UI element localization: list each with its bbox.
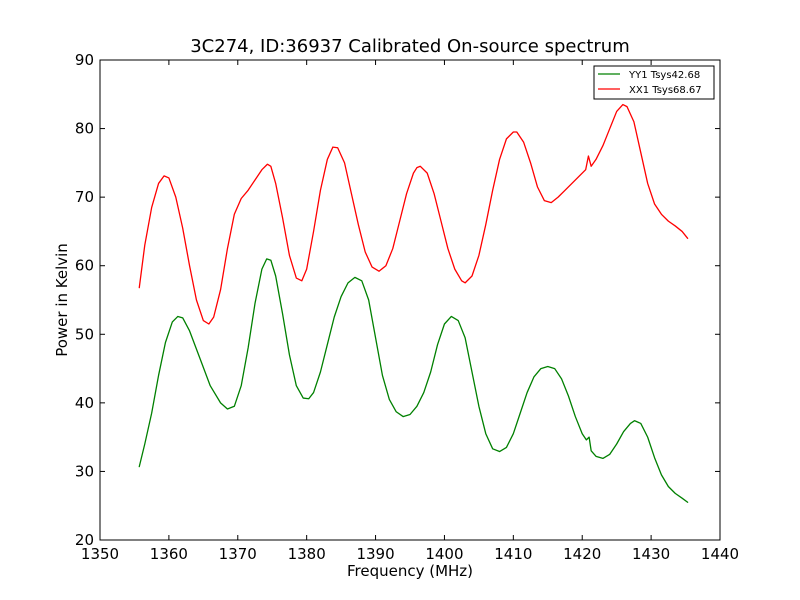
- plot-area: [99, 59, 721, 541]
- plot-background: [100, 60, 720, 540]
- x-tick-label-5: 1400: [425, 545, 463, 563]
- y-tick-labels: 20 30 40 50 60 70 80 90: [75, 51, 94, 549]
- x-tick-label-3: 1380: [288, 545, 326, 563]
- y-tick-label-1: 30: [75, 462, 94, 480]
- series-line-0: [138, 258, 689, 503]
- x-axis-label: Frequency (MHz): [347, 562, 473, 580]
- x-tick-labels: 1350 1360 1370 1380 1390 1400 1410 1420 1430 1440: [81, 545, 739, 563]
- y-tick-label-3: 50: [75, 325, 94, 343]
- legend-entries: YY1 Tsys42.68 XX1 Tsys68.67: [598, 70, 702, 96]
- x-tick-label-0: 1350: [81, 545, 119, 563]
- x-tick-label-6: 1410: [494, 545, 532, 563]
- y-tick-label-7: 90: [75, 51, 94, 69]
- x-tick-label-9: 1440: [701, 545, 739, 563]
- x-tick-label-8: 1430: [632, 545, 670, 563]
- y-tick-label-4: 60: [75, 257, 94, 275]
- x-tick-label-7: 1420: [563, 545, 601, 563]
- x-tick-label-1: 1360: [150, 545, 188, 563]
- x-tick-label-2: 1370: [219, 545, 257, 563]
- legend-label-1: XX1 Tsys68.67: [629, 85, 702, 96]
- plot-frame: [99, 59, 721, 541]
- legend: YY1 Tsys42.68 XX1 Tsys68.67: [593, 65, 715, 100]
- y-tick-label-0: 20: [75, 531, 94, 549]
- chart-title: 3C274, ID:36937 Calibrated On-source spe…: [190, 36, 630, 57]
- y-tick-label-2: 40: [75, 394, 94, 412]
- legend-label-0: YY1 Tsys42.68: [628, 70, 700, 81]
- series-line-1: [138, 103, 689, 325]
- legend-box: [593, 65, 715, 100]
- y-tick-label-5: 70: [75, 188, 94, 206]
- series-group: [138, 103, 689, 503]
- y-tick-label-6: 80: [75, 120, 94, 138]
- y-axis-label: Power in Kelvin: [53, 243, 71, 357]
- x-tick-label-4: 1390: [356, 545, 394, 563]
